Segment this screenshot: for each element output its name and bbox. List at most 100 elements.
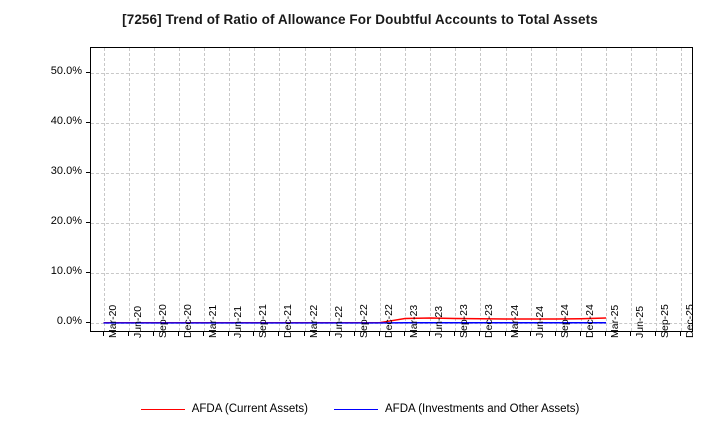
x-axis-tick-label: Jun-24	[533, 305, 546, 338]
legend-item[interactable]: AFDA (Current Assets)	[140, 403, 308, 415]
x-axis-tick-label: Mar-20	[106, 304, 119, 338]
x-axis-tick-mark	[152, 332, 154, 336]
y-axis-tick-label: 0.0%	[56, 315, 82, 327]
gridline-vertical	[681, 48, 683, 331]
y-axis-tick-label: 30.0%	[50, 165, 82, 177]
x-axis-tick-label: Dec-20	[181, 304, 194, 338]
x-axis-tick-label: Dec-24	[583, 304, 596, 338]
series-lines	[103, 317, 607, 324]
x-axis-tick-mark	[680, 332, 682, 336]
x-axis-tick-mark	[353, 332, 355, 336]
gridline-vertical	[530, 48, 532, 331]
y-axis-tick-mark	[86, 222, 90, 223]
gridline-vertical	[631, 48, 633, 331]
x-axis-tick-label: Jun-20	[131, 305, 144, 338]
x-axis-tick-label: Sep-22	[357, 304, 370, 338]
gridline-vertical	[229, 48, 231, 331]
x-axis-tick-mark	[630, 332, 632, 336]
chart-title: [7256] Trend of Ratio of Allowance For D…	[122, 12, 598, 27]
y-axis-tick-label: 10.0%	[50, 265, 82, 277]
x-axis-tick-mark	[177, 332, 179, 336]
y-axis-tick-mark	[86, 322, 90, 323]
gridline-vertical	[555, 48, 557, 331]
x-axis-tick-mark	[102, 332, 104, 336]
gridline-horizontal	[91, 173, 692, 174]
gridline-vertical	[656, 48, 658, 331]
y-axis-tick-label: 20.0%	[50, 215, 82, 227]
x-axis-tick-label: Jun-22	[332, 305, 345, 338]
gridline-vertical	[103, 48, 105, 331]
legend-label: AFDA (Current Assets)	[191, 403, 308, 415]
x-axis-tick-mark	[228, 332, 230, 336]
gridline-vertical	[279, 48, 281, 331]
x-axis-tick-label: Sep-21	[257, 304, 270, 338]
gridline-vertical	[204, 48, 206, 331]
x-axis-tick-label: Mar-21	[207, 304, 220, 338]
x-axis-tick-label: Dec-23	[483, 304, 496, 338]
legend-item[interactable]: AFDA (Investments and Other Assets)	[334, 403, 579, 415]
plot-area	[90, 47, 693, 332]
x-axis-tick-label: Jun-23	[433, 305, 446, 338]
x-axis-tick-label: Mar-22	[307, 304, 320, 338]
gridline-vertical	[505, 48, 507, 331]
x-axis-tick-mark	[127, 332, 129, 336]
gridline-vertical	[430, 48, 432, 331]
y-axis-tick-mark	[86, 172, 90, 173]
legend-color-swatch	[140, 408, 185, 410]
x-axis-tick-label: Mar-25	[609, 304, 622, 338]
y-axis-tick-mark	[86, 122, 90, 123]
gridline-vertical	[480, 48, 482, 331]
y-axis-tick-label: 40.0%	[50, 115, 82, 127]
x-axis-tick-mark	[378, 332, 380, 336]
y-axis-tick-mark	[86, 72, 90, 73]
gridline-vertical	[379, 48, 381, 331]
x-axis-tick-mark	[203, 332, 205, 336]
x-axis-tick-mark	[655, 332, 657, 336]
x-axis-tick-mark	[278, 332, 280, 336]
gridline-vertical	[606, 48, 608, 331]
x-axis-tick-mark	[429, 332, 431, 336]
x-axis-tick-label: Sep-25	[659, 304, 672, 338]
legend-color-swatch	[334, 408, 378, 410]
legend-label: AFDA (Investments and Other Assets)	[385, 403, 580, 415]
x-axis-tick-mark	[454, 332, 456, 336]
gridline-horizontal	[91, 73, 692, 74]
x-axis-tick-mark	[404, 332, 406, 336]
x-axis-tick-mark	[303, 332, 305, 336]
gridline-vertical	[455, 48, 457, 331]
x-axis-tick-mark	[579, 332, 581, 336]
x-axis-tick-label: Sep-23	[458, 304, 471, 338]
chart-legend: AFDA (Current Assets) AFDA (Investments a…	[0, 403, 720, 415]
x-axis-tick-label: Jun-25	[634, 305, 647, 338]
x-axis-tick-label: Sep-24	[558, 304, 571, 338]
gridline-vertical	[178, 48, 180, 331]
gridline-vertical	[580, 48, 582, 331]
x-axis-tick-mark	[605, 332, 607, 336]
x-axis-tick-mark	[504, 332, 506, 336]
gridline-vertical	[405, 48, 407, 331]
x-axis-tick-label: Mar-23	[408, 304, 421, 338]
gridline-vertical	[304, 48, 306, 331]
gridline-vertical	[128, 48, 130, 331]
series-line-0	[103, 317, 607, 324]
x-axis-tick-label: Dec-25	[684, 304, 697, 338]
gridline-horizontal	[91, 223, 692, 224]
x-axis-tick-label: Sep-20	[156, 304, 169, 338]
x-axis-tick-mark	[529, 332, 531, 336]
x-axis-tick-mark	[554, 332, 556, 336]
x-axis-tick-mark	[479, 332, 481, 336]
x-axis-tick-label: Mar-24	[508, 304, 521, 338]
y-axis-tick-mark	[86, 272, 90, 273]
gridline-vertical	[329, 48, 331, 331]
x-axis-tick-mark	[328, 332, 330, 336]
x-axis-tick-label: Dec-22	[382, 304, 395, 338]
gridline-vertical	[354, 48, 356, 331]
y-axis-tick-label: 50.0%	[50, 65, 82, 77]
gridline-vertical	[153, 48, 155, 331]
x-axis-tick-label: Dec-21	[282, 304, 295, 338]
gridline-vertical	[254, 48, 256, 331]
x-axis-tick-label: Jun-21	[232, 305, 245, 338]
gridline-horizontal	[91, 123, 692, 124]
x-axis-tick-mark	[253, 332, 255, 336]
